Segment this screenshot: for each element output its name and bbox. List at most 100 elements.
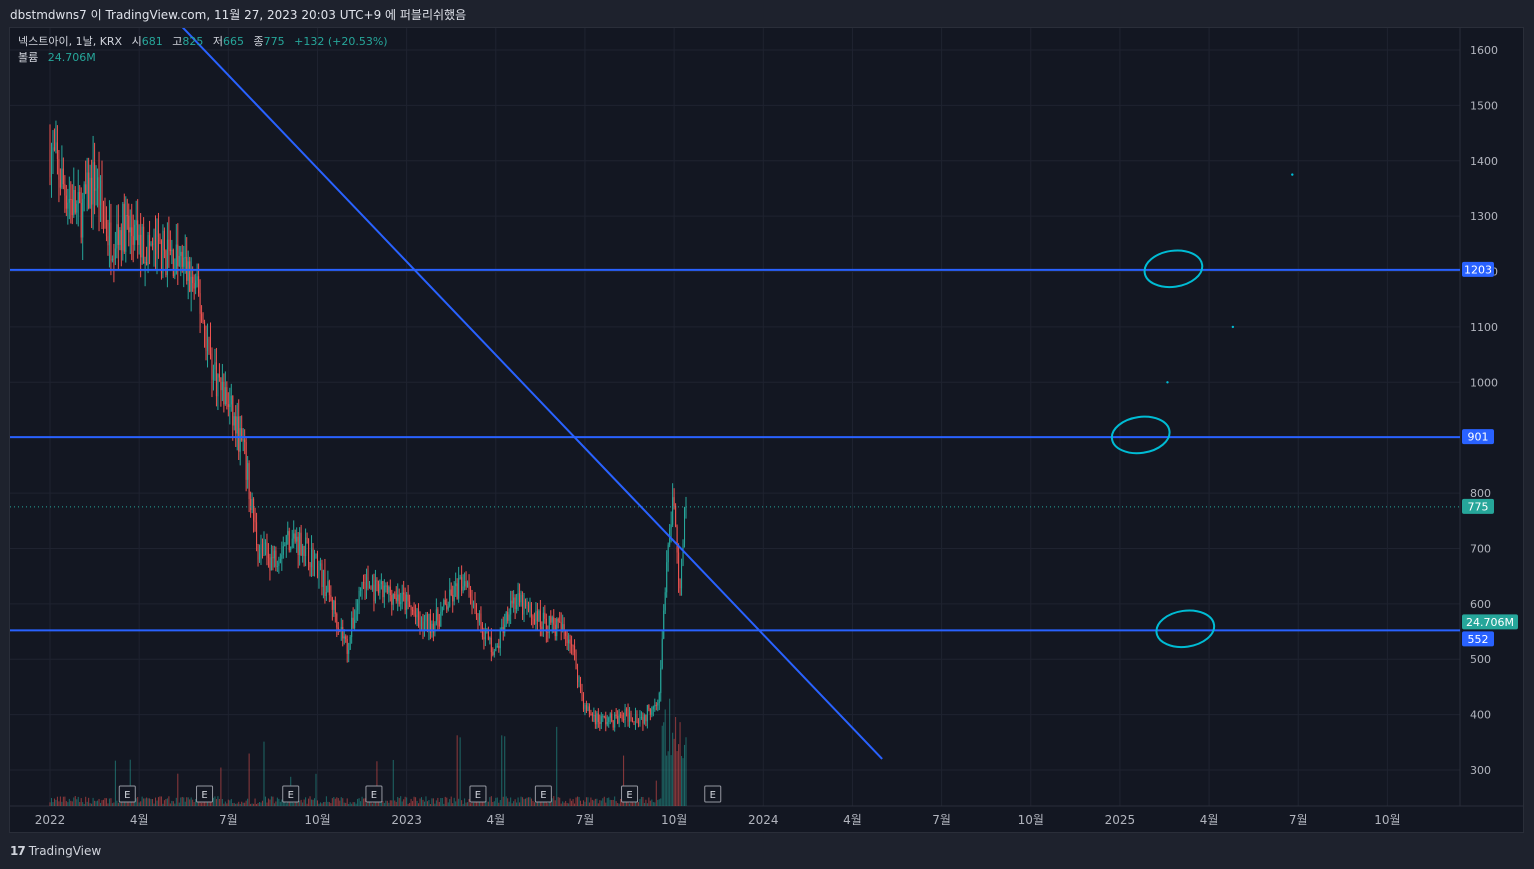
volume-bar — [678, 744, 680, 806]
candle-body — [587, 706, 589, 711]
candle-body — [600, 716, 602, 724]
volume-bar — [79, 802, 81, 806]
volume-bar — [61, 801, 63, 806]
brand-name: TradingView — [28, 844, 102, 858]
candle-body — [70, 198, 72, 200]
candle-body — [629, 712, 631, 722]
candle-body — [140, 234, 142, 258]
candle-body — [676, 526, 678, 553]
candle-body — [160, 241, 162, 274]
candle-body — [461, 577, 463, 591]
volume-bar — [637, 802, 639, 806]
candle-body — [385, 585, 387, 587]
price-tag — [1462, 498, 1494, 514]
volume-bar — [270, 796, 272, 806]
volume-bar — [340, 797, 342, 806]
volume-bar — [355, 803, 357, 806]
volume-bar — [609, 799, 611, 806]
candle-body — [599, 722, 601, 724]
volume-bar — [556, 726, 558, 806]
chart-pane[interactable]: EEEEEEEE16001500140013001200110010009008… — [9, 27, 1524, 833]
volume-bar — [615, 801, 617, 806]
candle-body — [135, 220, 137, 225]
volume-bar — [242, 802, 244, 806]
volume-bar — [602, 798, 604, 806]
candle-body — [123, 203, 125, 252]
time-tick-label: 4월 — [843, 813, 862, 827]
candle-body — [513, 597, 515, 604]
candle-body — [535, 611, 537, 624]
volume-bar — [220, 767, 222, 806]
volume-bar — [98, 798, 100, 806]
candle-body — [517, 593, 519, 606]
volume-bar — [236, 803, 238, 806]
volume-bar — [308, 798, 310, 806]
volume-bar — [74, 796, 76, 806]
volume-bar — [266, 802, 268, 806]
volume-bar — [178, 802, 180, 806]
candle-body — [113, 258, 115, 260]
volume-bar — [361, 796, 363, 806]
candle-body — [681, 565, 683, 589]
volume-bar — [363, 798, 365, 806]
time-tick-label: 2023 — [391, 813, 422, 827]
volume-bar — [201, 802, 203, 806]
volume-bar — [584, 801, 586, 806]
candle-body — [527, 605, 530, 611]
candle-body — [624, 709, 626, 721]
candle-body — [248, 463, 250, 499]
volume-bar — [50, 797, 53, 806]
candle-body — [355, 610, 357, 620]
hand-drawn-circle — [1155, 609, 1216, 649]
volume-bar — [545, 802, 547, 806]
candle-body — [313, 558, 316, 570]
candle-body — [134, 224, 136, 245]
candle-body — [273, 550, 275, 559]
volume-bar — [410, 798, 412, 806]
candle-body — [551, 617, 553, 623]
volume-bar — [123, 802, 125, 806]
volume-bar — [423, 801, 425, 806]
candle-body — [530, 603, 532, 617]
volume-bar — [611, 800, 613, 806]
candle-body — [673, 497, 675, 506]
volume-bar — [478, 801, 480, 806]
volume-bar — [447, 802, 449, 806]
candle-body — [263, 542, 265, 551]
volume-bar — [354, 802, 356, 806]
candle-body — [657, 703, 659, 706]
candle-body — [89, 177, 91, 209]
candle-body — [354, 619, 356, 628]
volume-bar — [224, 801, 226, 806]
volume-bar — [568, 803, 570, 806]
time-tick-label: 4월 — [130, 813, 149, 827]
volume-label[interactable]: 볼륨 — [18, 51, 39, 64]
candle-body — [85, 184, 87, 194]
candle-body — [319, 563, 321, 566]
candle-body — [120, 230, 122, 251]
symbol-label[interactable]: 넥스트아이, 1날, KRX — [18, 35, 123, 48]
candle-body — [428, 613, 430, 631]
chart-canvas[interactable]: EEEEEEEE16001500140013001200110010009008… — [10, 28, 1523, 832]
candle-body — [334, 600, 336, 614]
volume-bar — [649, 800, 651, 806]
candle-body — [483, 637, 485, 640]
volume-bar — [574, 803, 576, 806]
volume-bar — [190, 797, 192, 806]
price-tag-label: 552 — [1468, 633, 1489, 646]
volume-bar — [223, 803, 225, 806]
candle-body — [242, 439, 244, 441]
earnings-marker-label: E — [124, 790, 130, 801]
candle-body — [582, 694, 584, 709]
volume-bar — [489, 797, 491, 806]
volume-bar — [391, 800, 393, 806]
tradingview-brand[interactable]: 17 TradingView — [10, 844, 101, 858]
candle-body — [511, 600, 513, 604]
volume-bar — [418, 803, 420, 806]
volume-bar — [553, 796, 555, 806]
time-tick-label: 7월 — [1289, 813, 1308, 827]
volume-bar — [135, 798, 137, 806]
candle-body — [658, 693, 660, 704]
volume-bar — [288, 801, 290, 806]
candle-body — [404, 594, 406, 610]
